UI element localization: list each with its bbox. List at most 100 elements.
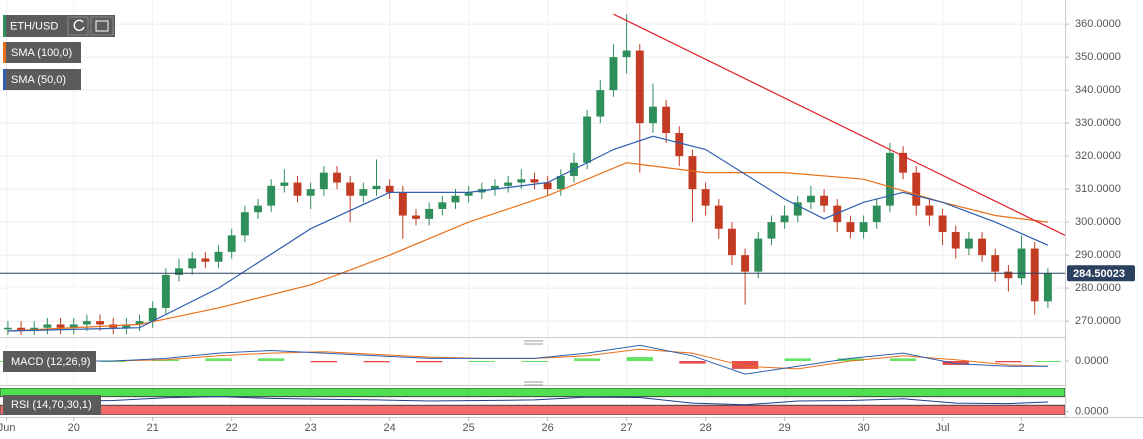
candle-body (912, 172, 921, 206)
candle-body (964, 238, 973, 249)
rsi-panel (0, 388, 1065, 415)
candle-body (596, 90, 605, 117)
candle-body (3, 327, 12, 330)
x-tick-label: 23 (305, 422, 317, 434)
candle-body (583, 116, 592, 163)
resize-handle[interactable] (524, 381, 543, 386)
candle-body (741, 255, 750, 272)
symbol-legend[interactable]: ETH/USD (3, 15, 115, 37)
sma-legend[interactable]: SMA (100,0) (3, 42, 81, 63)
y-tick-label: 310.0000 (1075, 183, 1121, 195)
candle-body (188, 258, 197, 269)
candle-body (899, 152, 908, 173)
trendline (613, 13, 1065, 236)
candle-body (175, 268, 183, 275)
x-tick-label: Jun (0, 422, 15, 434)
candle-body (372, 185, 381, 190)
candle-body (201, 258, 210, 262)
candle-body (135, 321, 144, 325)
candle-body (425, 208, 434, 219)
resize-handle[interactable] (524, 340, 543, 345)
candle-body (1030, 248, 1039, 302)
candle-body (793, 202, 802, 216)
candle-body (951, 232, 960, 249)
candle-body (267, 185, 276, 206)
candle-body (727, 228, 736, 256)
macd-line (7, 344, 1048, 375)
candle-body (293, 182, 302, 196)
x-tick-label: 28 (699, 422, 711, 434)
histogram-bar (731, 361, 759, 369)
candle-body (464, 192, 473, 196)
histogram-bar (942, 361, 969, 365)
candle-body (662, 106, 671, 134)
candle-body (517, 179, 526, 183)
rsi-legend[interactable]: RSI (14,70,30,1) (3, 395, 101, 415)
y-tick-label: 280.0000 (1075, 282, 1121, 294)
candle-body (859, 222, 868, 233)
y-tick-label: 360.0000 (1075, 18, 1121, 30)
candle-body (161, 274, 170, 308)
candle-body (991, 255, 1000, 272)
histogram-bar (889, 358, 917, 361)
axes: Jun 20 21 22 23 24 25 26 27 28 29 30 Jul 2 270.0000 280… (0, 18, 1121, 434)
x-tick-label: Jul (936, 422, 950, 434)
histogram-bar (837, 358, 864, 361)
histogram-bar (521, 361, 548, 362)
candle-body (451, 195, 460, 203)
overbought-band (0, 388, 1065, 398)
candle-body (214, 251, 223, 262)
legend-swatch (3, 69, 6, 90)
legend-swatch (3, 42, 6, 63)
candle-body (649, 106, 657, 124)
x-tick-label: 21 (147, 422, 159, 434)
candle-body (767, 222, 776, 239)
candle-body (69, 324, 78, 328)
x-tick-label: 30 (857, 422, 869, 434)
candle-body (96, 321, 104, 325)
candle-body (82, 321, 91, 325)
candle-body (530, 179, 539, 183)
legend-label: SMA (100,0) (11, 47, 72, 59)
candle-body (504, 182, 513, 186)
candle-body (543, 182, 552, 190)
candle-body (688, 156, 697, 190)
candle-body (885, 152, 894, 206)
sma-line (7, 135, 1049, 332)
candle-body (148, 307, 157, 322)
candle-body (280, 182, 289, 186)
last-price-box (1067, 265, 1135, 282)
candle-body (346, 182, 355, 196)
candle-body (938, 215, 947, 233)
candle-body (925, 205, 934, 216)
candle-body (319, 172, 328, 190)
oversold-band (0, 404, 1065, 415)
x-tick-label: 29 (778, 422, 790, 434)
histogram-bar (152, 359, 180, 361)
y-tick-label: 330.0000 (1075, 117, 1121, 129)
candle-body (359, 189, 368, 196)
macd-legend[interactable]: MACD (12,26,9) (3, 351, 96, 372)
candle-body (978, 238, 987, 256)
sma-legend[interactable]: SMA (50,0) (3, 69, 81, 90)
histogram-bar (1034, 361, 1062, 362)
blank-box (8, 288, 123, 320)
candle-body (1043, 273, 1052, 302)
legend-label: MACD (12,26,9) (11, 356, 90, 368)
candle-body (398, 192, 407, 216)
candle-body (385, 185, 394, 193)
last-price-label: 284.50023 (1073, 268, 1125, 280)
x-tick-label: 24 (384, 422, 396, 434)
candle-body (56, 324, 65, 328)
candle-body (1017, 248, 1026, 279)
candle-body (43, 324, 52, 328)
symbol-label: ETH/USD (10, 20, 58, 32)
candle-body (412, 215, 420, 219)
candle-body (438, 202, 447, 209)
candle-body (491, 185, 499, 190)
candle-body (254, 205, 262, 213)
candle-body (635, 50, 644, 124)
candle-body (306, 189, 315, 196)
candle-body (754, 238, 763, 272)
